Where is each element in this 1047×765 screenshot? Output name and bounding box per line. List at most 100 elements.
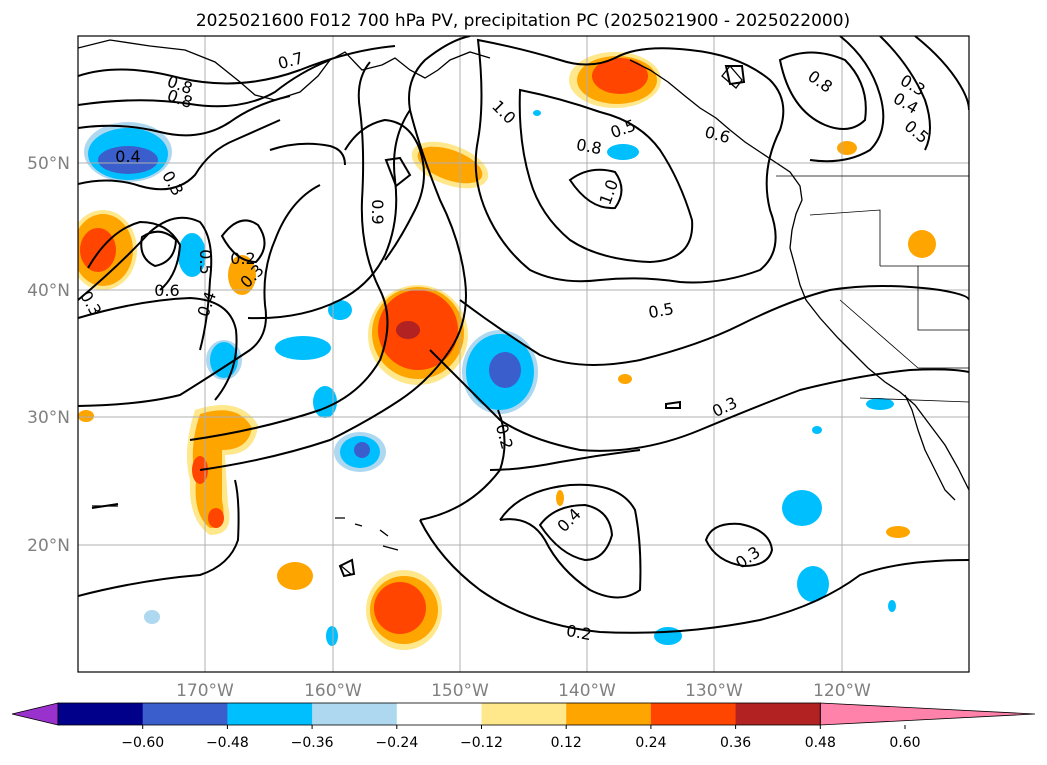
positive-blob-hawaii-south <box>366 570 442 650</box>
pv-contour <box>474 38 785 284</box>
haida-gwaii <box>721 64 743 89</box>
pv-contour <box>78 95 291 137</box>
pv-contour <box>489 449 641 471</box>
lon-label-170w: 170°W <box>176 681 234 701</box>
pv-contour <box>140 230 178 268</box>
positive-blob-baja-south <box>886 526 910 538</box>
pv-contour <box>189 61 389 441</box>
colorbar-tick-label: −0.48 <box>206 735 249 751</box>
state-borders <box>809 209 969 369</box>
gridlines <box>78 36 969 672</box>
contour-label: 0.4 <box>115 147 140 166</box>
positive-blob-tiny-central <box>556 490 564 506</box>
pv-contour <box>914 36 969 111</box>
lon-label-120w: 120°W <box>813 681 871 701</box>
pv-contours <box>78 36 969 634</box>
pv-contour <box>220 219 266 264</box>
lat-label-30n: 30°N <box>27 408 70 428</box>
us-mexico-border <box>859 397 969 403</box>
negative-blob-tiny-north <box>533 110 541 116</box>
pv-contour <box>809 36 885 163</box>
pv-contour <box>429 349 969 452</box>
pv-contour <box>78 296 238 401</box>
colorbar-tick-label: −0.60 <box>121 735 164 751</box>
contour-label: 0.5 <box>196 249 215 274</box>
pv-contour <box>78 216 213 351</box>
colorbar-segment <box>481 703 567 725</box>
pv-contour <box>724 65 746 86</box>
pv-contour <box>518 88 694 264</box>
negative-blob-west <box>178 233 206 277</box>
contour-label: 0.2 <box>565 621 593 644</box>
pv-contour <box>78 479 240 597</box>
lat-label-50n: 50°N <box>27 154 70 174</box>
negative-blob-small-central <box>328 300 352 320</box>
colorbar-frame <box>57 702 821 726</box>
colorbar-tick-label: 0.12 <box>551 735 582 751</box>
lon-label-140w: 140°W <box>558 681 616 701</box>
lat-label-40n: 40°N <box>27 281 70 301</box>
pv-contour <box>568 168 623 210</box>
colorbar-tick-label: 0.36 <box>720 735 751 751</box>
negative-blob-southwest <box>144 610 160 624</box>
colorbar-segment <box>396 703 482 725</box>
contour-label: 0.8 <box>575 135 603 158</box>
baja-coast <box>904 394 956 501</box>
colorbar-segment <box>566 703 652 725</box>
lon-label-130w: 130°W <box>685 681 743 701</box>
lat-label-20n: 20°N <box>27 536 70 556</box>
colorbar-tick-label: −0.36 <box>291 735 334 751</box>
latitude-labels: 50°N 40°N 30°N 20°N <box>27 154 70 556</box>
pv-contour <box>87 220 182 291</box>
positive-blob-small-south <box>277 562 313 590</box>
pv-contour <box>344 118 425 261</box>
positive-blob-central-pacific <box>368 285 468 385</box>
pv-contour <box>879 36 931 151</box>
longitude-labels: 170°W 160°W 150°W 140°W 130°W 120°W <box>176 681 871 701</box>
map-panel: 0.7 0.8 0.8 1.0 0.5 0.8 1.0 0.6 0.8 0.3 … <box>77 35 970 673</box>
pv-contour <box>199 36 471 471</box>
pv-contour <box>269 142 346 166</box>
negative-blob-east-central <box>462 330 538 414</box>
pv-contour <box>419 519 969 634</box>
colorbar-segment <box>58 703 144 725</box>
north-america-coast <box>629 59 969 491</box>
negative-blob-bc <box>607 144 639 160</box>
pv-contour <box>78 59 331 108</box>
lon-label-160w: 160°W <box>304 681 362 701</box>
negative-blob-mid-central <box>275 336 331 360</box>
figure-title: 2025021600 F012 700 hPa PV, precipitatio… <box>196 11 850 31</box>
contour-label: 0.5 <box>647 299 675 322</box>
colorbar-extend-max <box>819 702 1036 726</box>
pv-contour <box>78 45 396 85</box>
lon-label-150w: 150°W <box>431 681 489 701</box>
colorbar: −0.60 −0.48 −0.36 −0.24 −0.12 0.12 0.24 0.36 0.4… <box>11 702 1036 751</box>
positive-blob-edge-30n <box>78 410 94 422</box>
positive-blob-pnw <box>837 141 857 155</box>
map-frame <box>77 35 970 673</box>
colorbar-tick-label: −0.24 <box>375 735 418 751</box>
pv-contour <box>459 285 969 366</box>
contour-label: 0.2 <box>230 249 255 268</box>
pv-contour <box>91 503 119 509</box>
pv-contour <box>384 156 412 188</box>
colorbar-segment <box>735 703 821 725</box>
colorbar-tick-label: −0.12 <box>460 735 503 751</box>
colorbar-segment <box>142 703 228 725</box>
pv-contour <box>538 503 614 562</box>
pv-contour <box>665 400 681 409</box>
negative-blob-northwest <box>84 122 172 182</box>
colorbar-segment <box>312 703 398 725</box>
pv-contour <box>78 184 321 407</box>
pv-contour <box>499 483 642 599</box>
contour-label: 0.9 <box>368 199 387 224</box>
pv-contour <box>704 522 774 568</box>
negative-blob-tiny-southeast <box>888 600 896 612</box>
colorbar-segment <box>650 703 737 725</box>
colorbar-extend-min <box>11 702 59 726</box>
pv-contour <box>338 558 356 578</box>
contour-label: 0.6 <box>154 281 179 300</box>
negative-blob-hawaii-north <box>334 432 386 472</box>
positive-blob-west-us <box>908 230 936 258</box>
